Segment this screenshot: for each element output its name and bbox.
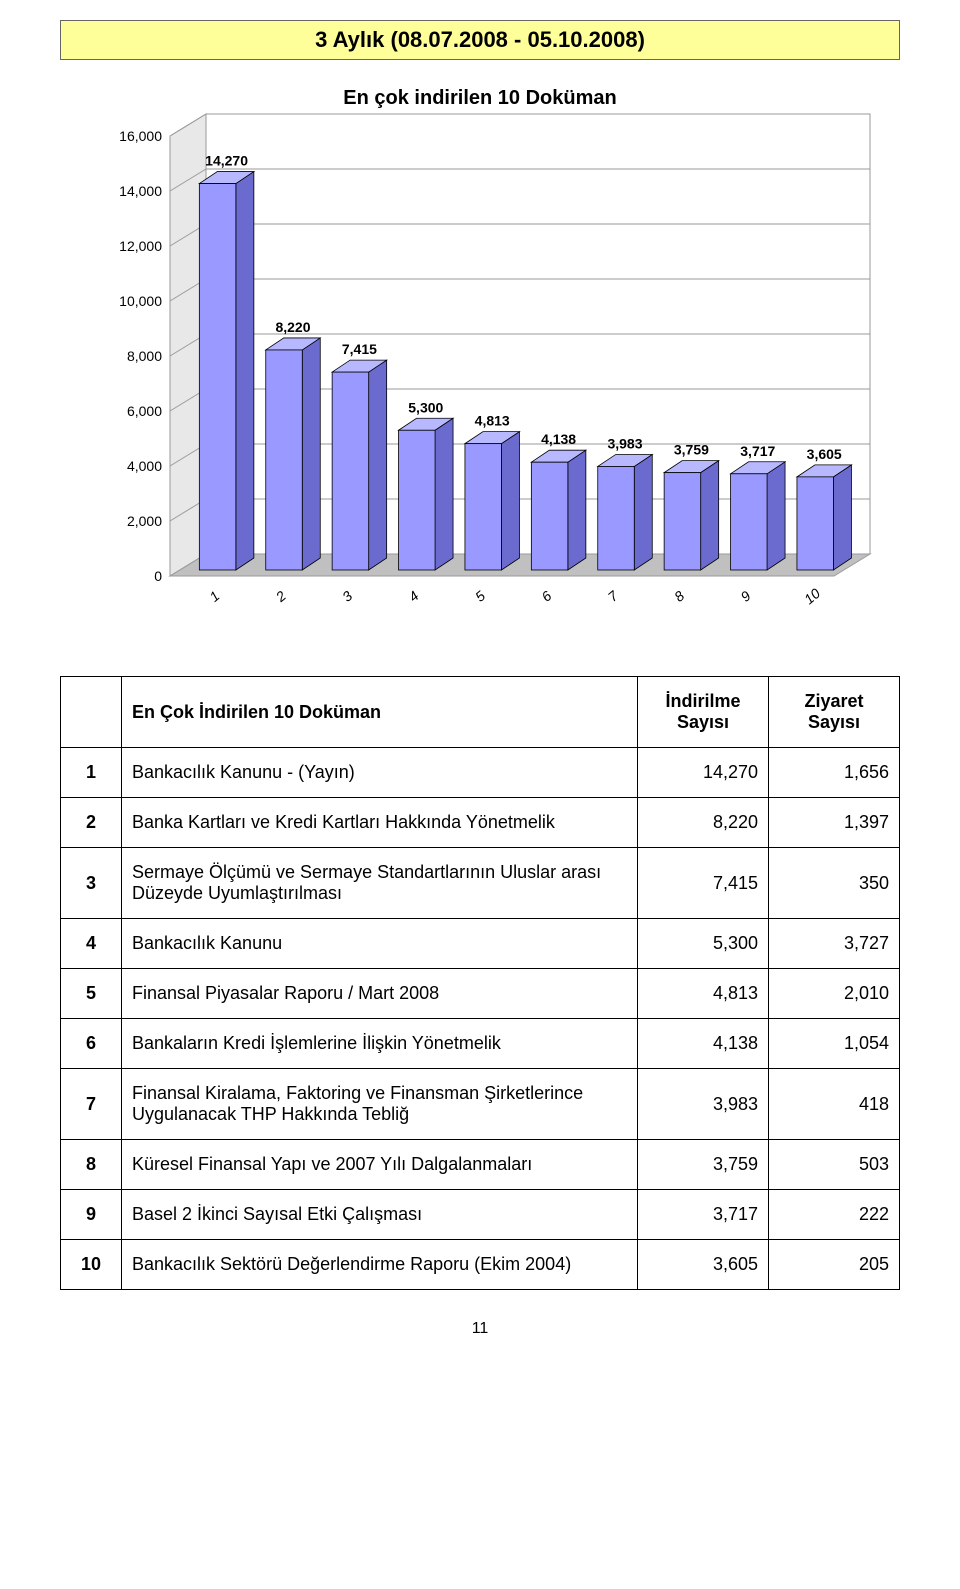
- row-downloads: 4,138: [638, 1019, 769, 1069]
- svg-text:4,813: 4,813: [475, 413, 510, 429]
- svg-text:3,717: 3,717: [740, 443, 775, 459]
- svg-text:8: 8: [671, 587, 687, 604]
- table-row: 6Bankaların Kredi İşlemlerine İlişkin Yö…: [61, 1019, 900, 1069]
- download-table: En Çok İndirilen 10 Doküman İndirilme Sa…: [60, 676, 900, 1290]
- row-downloads: 7,415: [638, 848, 769, 919]
- table-row: 5Finansal Piyasalar Raporu / Mart 20084,…: [61, 969, 900, 1019]
- table-header-blank: [61, 677, 122, 748]
- svg-text:3,605: 3,605: [807, 446, 842, 462]
- svg-text:5: 5: [472, 587, 488, 604]
- row-index: 6: [61, 1019, 122, 1069]
- row-name: Finansal Piyasalar Raporu / Mart 2008: [122, 969, 638, 1019]
- svg-text:3: 3: [339, 587, 355, 604]
- row-name: Küresel Finansal Yapı ve 2007 Yılı Dalga…: [122, 1140, 638, 1190]
- row-visits: 350: [769, 848, 900, 919]
- svg-text:1: 1: [206, 588, 222, 605]
- table-header-downloads: İndirilme Sayısı: [638, 677, 769, 748]
- row-name: Bankacılık Kanunu: [122, 919, 638, 969]
- svg-text:5,300: 5,300: [408, 399, 443, 415]
- row-index: 10: [61, 1240, 122, 1290]
- row-index: 4: [61, 919, 122, 969]
- row-visits: 3,727: [769, 919, 900, 969]
- table-row: 2Banka Kartları ve Kredi Kartları Hakkın…: [61, 798, 900, 848]
- row-downloads: 5,300: [638, 919, 769, 969]
- page-title: 3 Aylık (08.07.2008 - 05.10.2008): [60, 20, 900, 60]
- row-name: Finansal Kiralama, Faktoring ve Finansma…: [122, 1069, 638, 1140]
- row-name: Bankaların Kredi İşlemlerine İlişkin Yön…: [122, 1019, 638, 1069]
- row-name: Bankacılık Sektörü Değerlendirme Raporu …: [122, 1240, 638, 1290]
- svg-text:8,000: 8,000: [127, 348, 162, 364]
- row-index: 1: [61, 748, 122, 798]
- svg-text:14,270: 14,270: [205, 153, 248, 169]
- row-visits: 1,054: [769, 1019, 900, 1069]
- row-visits: 503: [769, 1140, 900, 1190]
- svg-text:4,000: 4,000: [127, 458, 162, 474]
- row-downloads: 3,759: [638, 1140, 769, 1190]
- svg-text:8,220: 8,220: [275, 319, 310, 335]
- page-number: 11: [60, 1320, 900, 1338]
- svg-text:10,000: 10,000: [119, 293, 162, 309]
- svg-text:3,983: 3,983: [607, 435, 642, 451]
- svg-text:4: 4: [405, 587, 421, 604]
- table-row: 8Küresel Finansal Yapı ve 2007 Yılı Dalg…: [61, 1140, 900, 1190]
- row-name: Sermaye Ölçümü ve Sermaye Standartlarını…: [122, 848, 638, 919]
- table-row: 4Bankacılık Kanunu5,3003,727: [61, 919, 900, 969]
- svg-text:3,759: 3,759: [674, 442, 709, 458]
- svg-text:2: 2: [272, 587, 289, 605]
- svg-text:10: 10: [801, 585, 823, 607]
- table-row: 1Bankacılık Kanunu - (Yayın)14,2701,656: [61, 748, 900, 798]
- svg-text:0: 0: [154, 568, 162, 584]
- row-visits: 1,656: [769, 748, 900, 798]
- row-index: 7: [61, 1069, 122, 1140]
- row-downloads: 8,220: [638, 798, 769, 848]
- page: 3 Aylık (08.07.2008 - 05.10.2008) En çok…: [0, 0, 960, 1378]
- table-row: 7Finansal Kiralama, Faktoring ve Finansm…: [61, 1069, 900, 1140]
- row-visits: 418: [769, 1069, 900, 1140]
- row-downloads: 3,717: [638, 1190, 769, 1240]
- svg-text:2,000: 2,000: [127, 513, 162, 529]
- download-chart: En çok indirilen 10 Doküman 0 2,000 4,000 6,…: [60, 76, 900, 636]
- row-name: Banka Kartları ve Kredi Kartları Hakkınd…: [122, 798, 638, 848]
- svg-text:16,000: 16,000: [119, 128, 162, 144]
- svg-text:4,138: 4,138: [541, 431, 576, 447]
- row-index: 9: [61, 1190, 122, 1240]
- row-visits: 2,010: [769, 969, 900, 1019]
- row-index: 2: [61, 798, 122, 848]
- svg-text:7: 7: [605, 587, 622, 605]
- row-index: 8: [61, 1140, 122, 1190]
- svg-text:6: 6: [538, 587, 554, 604]
- row-downloads: 4,813: [638, 969, 769, 1019]
- table-header-visits: Ziyaret Sayısı: [769, 677, 900, 748]
- svg-text:7,415: 7,415: [342, 341, 377, 357]
- svg-text:12,000: 12,000: [119, 238, 162, 254]
- row-downloads: 3,605: [638, 1240, 769, 1290]
- table-row: 9Basel 2 İkinci Sayısal Etki Çalışması3,…: [61, 1190, 900, 1240]
- svg-text:14,000: 14,000: [119, 183, 162, 199]
- row-downloads: 3,983: [638, 1069, 769, 1140]
- table-row: 3Sermaye Ölçümü ve Sermaye Standartların…: [61, 848, 900, 919]
- svg-text:9: 9: [737, 587, 753, 604]
- row-downloads: 14,270: [638, 748, 769, 798]
- row-name: Bankacılık Kanunu - (Yayın): [122, 748, 638, 798]
- row-visits: 222: [769, 1190, 900, 1240]
- row-index: 3: [61, 848, 122, 919]
- row-visits: 1,397: [769, 798, 900, 848]
- table-row: 10Bankacılık Sektörü Değerlendirme Rapor…: [61, 1240, 900, 1290]
- table-header-name: En Çok İndirilen 10 Doküman: [122, 677, 638, 748]
- row-index: 5: [61, 969, 122, 1019]
- svg-text:6,000: 6,000: [127, 403, 162, 419]
- row-name: Basel 2 İkinci Sayısal Etki Çalışması: [122, 1190, 638, 1240]
- svg-text:En çok indirilen 10 Doküman: En çok indirilen 10 Doküman: [343, 87, 616, 109]
- row-visits: 205: [769, 1240, 900, 1290]
